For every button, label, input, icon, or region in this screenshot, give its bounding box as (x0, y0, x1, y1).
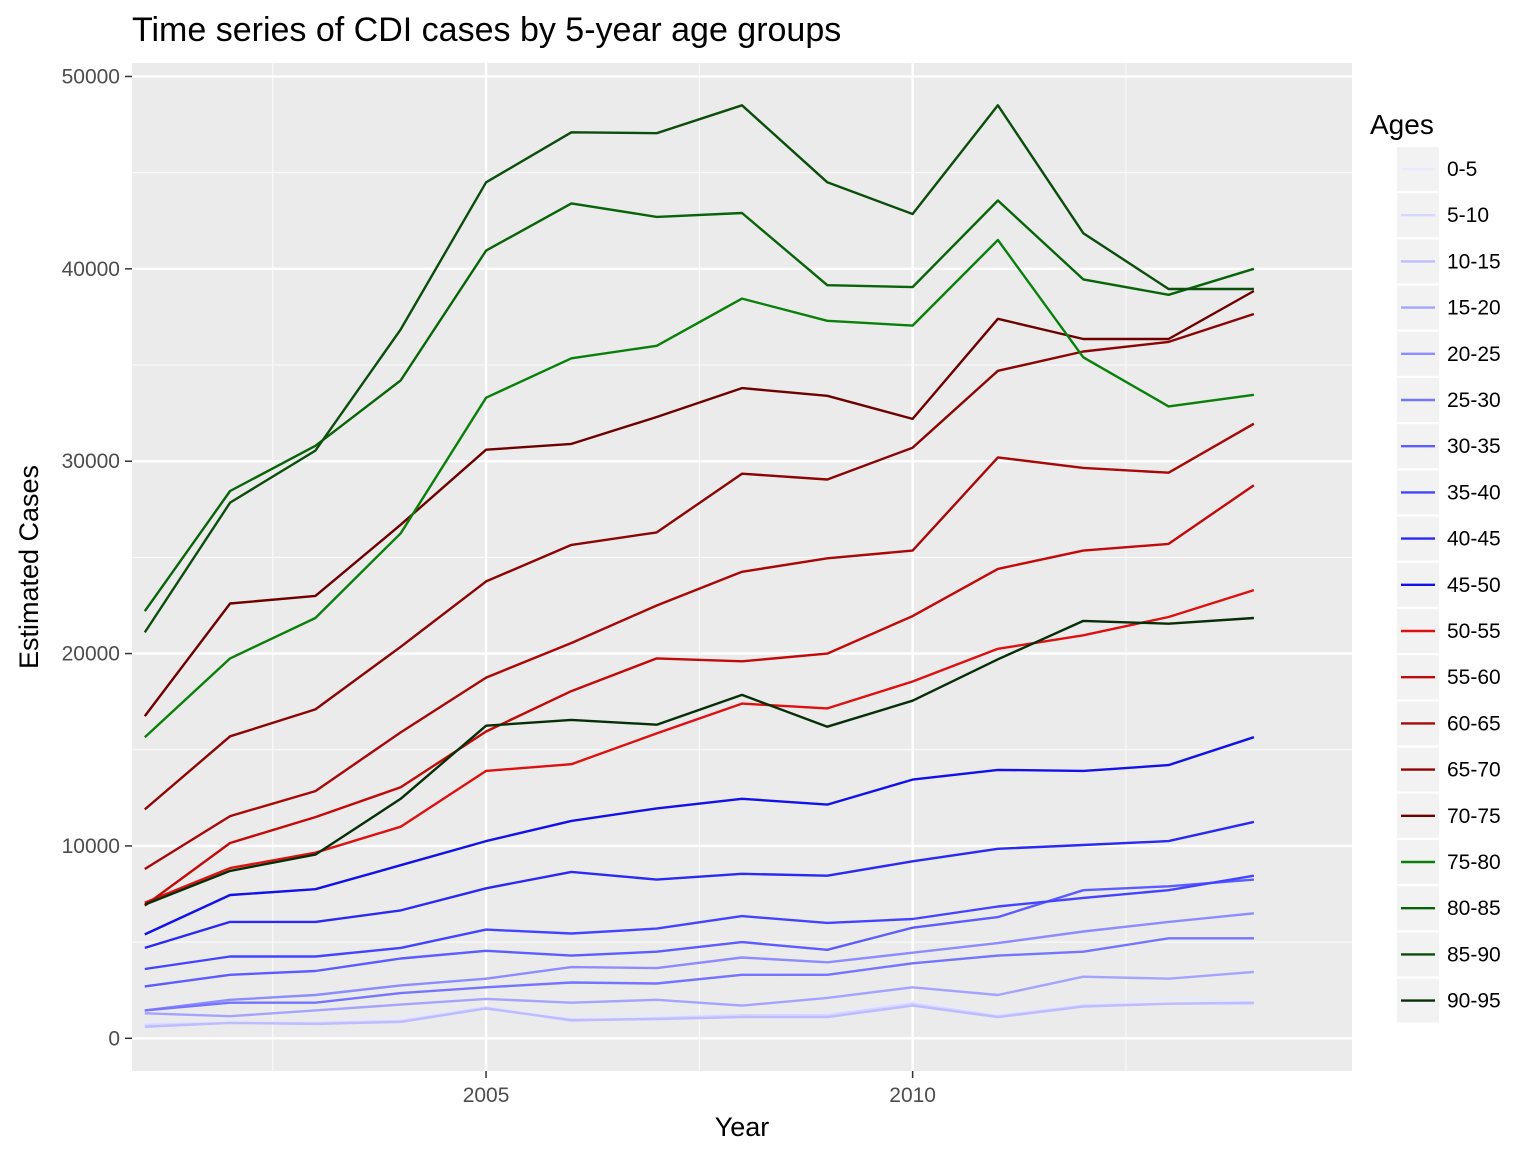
y-tick-label: 20000 (62, 643, 120, 666)
series-line-65-70 (144, 312, 1255, 811)
legend-item-5-10: 5-10 (1397, 193, 1489, 238)
series-line-10-15 (144, 1001, 1254, 1028)
legend-item-80-85: 80-85 (1397, 886, 1501, 931)
series-line-90-95 (144, 616, 1254, 906)
series-line-50-55 (144, 588, 1255, 904)
legend-item-35-40: 35-40 (1397, 470, 1501, 515)
legend-item-15-20: 15-20 (1397, 285, 1501, 330)
legend-label: 10-15 (1447, 250, 1501, 273)
major-gridlines (132, 63, 1352, 1071)
legend-item-45-50: 45-50 (1397, 562, 1501, 607)
series-line-85-90 (143, 104, 1254, 634)
legend-label: 50-55 (1447, 620, 1501, 643)
legend-item-25-30: 25-30 (1397, 378, 1501, 422)
y-axis-ticks: 0 10000 20000 30000 40000 50000 (62, 65, 132, 1050)
legend-label: 55-60 (1447, 666, 1501, 689)
legend-item-70-75: 70-75 (1397, 793, 1501, 838)
series-line-60-65 (144, 422, 1255, 871)
legend-item-75-80: 75-80 (1397, 840, 1501, 884)
series-lines (143, 104, 1255, 1028)
legend-label: 15-20 (1447, 297, 1501, 320)
x-axis-title: Year (715, 1112, 770, 1142)
legend-label: 0-5 (1447, 158, 1477, 181)
legend-label: 25-30 (1447, 389, 1501, 412)
legend-item-85-90: 85-90 (1397, 932, 1501, 977)
y-tick-label: 0 (108, 1027, 120, 1050)
series-line-20-25 (144, 912, 1255, 1012)
legend-label: 75-80 (1447, 851, 1501, 874)
series-line-70-75 (143, 289, 1255, 717)
chart-title: Time series of CDI cases by 5-year age g… (132, 11, 841, 49)
legend-label: 65-70 (1447, 759, 1501, 782)
legend-item-10-15: 10-15 (1397, 239, 1501, 284)
x-axis-ticks: 2005 2010 (463, 1071, 936, 1107)
legend-item-90-95: 90-95 (1397, 978, 1501, 1023)
legend-item-50-55: 50-55 (1397, 609, 1501, 653)
legend-item-30-35: 30-35 (1397, 424, 1501, 469)
series-line-15-20 (144, 970, 1254, 1018)
legend: Ages 0-5 5-10 10-15 15-20 20-25 25-30 30-35 35-… (1370, 109, 1501, 1023)
x-tick-label: 2005 (463, 1084, 510, 1107)
legend-item-65-70: 65-70 (1397, 747, 1501, 792)
series-line-25-30 (144, 937, 1254, 1012)
legend-item-20-25: 20-25 (1397, 331, 1501, 376)
legend-label: 90-95 (1447, 990, 1501, 1013)
plot-panel (132, 63, 1352, 1071)
x-tick-label: 2010 (889, 1084, 936, 1107)
y-tick-label: 40000 (62, 258, 120, 281)
series-line-45-50 (144, 736, 1255, 936)
legend-label: 5-10 (1447, 204, 1489, 227)
legend-label: 70-75 (1447, 805, 1501, 828)
legend-label: 80-85 (1447, 897, 1501, 920)
minor-gridlines (132, 63, 1352, 1071)
series-line-75-80 (143, 238, 1255, 739)
legend-item-40-45: 40-45 (1397, 516, 1501, 561)
series-line-30-35 (144, 878, 1254, 988)
legend-label: 40-45 (1447, 528, 1501, 551)
legend-label: 85-90 (1447, 943, 1501, 966)
y-tick-label: 30000 (62, 450, 120, 473)
legend-label: 45-50 (1447, 574, 1501, 597)
legend-label: 60-65 (1447, 712, 1501, 735)
series-line-55-60 (144, 484, 1255, 907)
y-axis-title: Estimated Cases (14, 465, 44, 669)
series-line-35-40 (144, 874, 1255, 971)
legend-item-60-65: 60-65 (1397, 701, 1501, 746)
legend-item-0-5: 0-5 (1397, 147, 1477, 191)
legend-label: 35-40 (1447, 481, 1501, 504)
y-tick-label: 50000 (62, 65, 120, 88)
y-tick-label: 10000 (62, 835, 120, 858)
legend-label: 30-35 (1447, 435, 1501, 458)
legend-label: 20-25 (1447, 343, 1501, 366)
series-line-40-45 (144, 820, 1255, 950)
legend-title: Ages (1370, 109, 1434, 140)
legend-item-55-60: 55-60 (1397, 655, 1501, 700)
series-line-80-85 (143, 199, 1255, 612)
